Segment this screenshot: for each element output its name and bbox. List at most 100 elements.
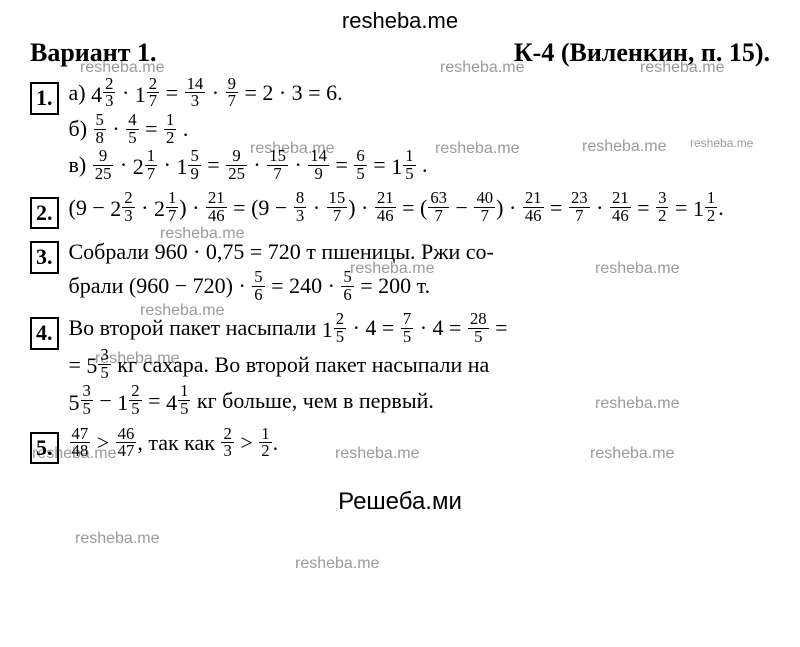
frac: 2146	[375, 190, 396, 224]
frac: 637	[428, 190, 449, 224]
problem-number: 5.	[30, 432, 59, 465]
op: ·	[591, 195, 609, 220]
frac: 407	[474, 190, 495, 224]
frac: 12	[164, 112, 176, 146]
whole: 5	[86, 349, 97, 383]
frac: 2146	[206, 190, 227, 224]
text: =	[69, 352, 87, 377]
whole: 4	[166, 386, 177, 420]
frac: 58	[94, 112, 106, 146]
whole: 1	[391, 150, 402, 184]
text: .	[422, 152, 428, 177]
op: =	[143, 388, 166, 413]
op: =	[545, 195, 568, 220]
frac: 27	[147, 76, 159, 110]
op: ·	[253, 152, 266, 177]
frac: 2146	[610, 190, 631, 224]
frac: 25	[334, 311, 346, 345]
text: брали (960 − 720) ·	[69, 273, 252, 298]
frac: 157	[267, 148, 288, 182]
frac: 2146	[523, 190, 544, 224]
frac: 4647	[116, 426, 137, 460]
watermark: resheba.me	[295, 555, 380, 573]
text: .	[273, 430, 279, 455]
frac: 65	[354, 148, 366, 182]
op: =	[166, 80, 184, 105]
frac: 45	[126, 112, 138, 146]
op: ·	[164, 152, 177, 177]
op: >	[235, 430, 258, 455]
op: −	[87, 195, 110, 220]
text: в)	[69, 152, 92, 177]
problem-number: 3.	[30, 241, 59, 274]
text: .	[183, 116, 189, 141]
frac: 23	[221, 426, 233, 460]
op: =	[335, 152, 353, 177]
problem-body: (9 − 223 · 217) · 2146 = (9 − 83 · 157) …	[69, 191, 771, 227]
op: ·	[187, 195, 205, 220]
op: =	[397, 195, 420, 220]
frac: 23	[122, 190, 134, 224]
op: ·	[122, 80, 135, 105]
p1-line-b: б) 58 · 45 = 12 .	[69, 112, 771, 148]
op: =	[669, 195, 692, 220]
whole: 1	[135, 78, 146, 112]
frac: 56	[252, 269, 264, 303]
text: = 2 · 3 = 6.	[244, 80, 342, 105]
whole: 4	[91, 78, 102, 112]
problem-body: Во второй пакет насыпали 125 · 4 = 75 · …	[69, 311, 771, 420]
text: .	[718, 195, 724, 220]
op: ·	[120, 152, 133, 177]
text: = 240 ·	[266, 273, 341, 298]
op: ·	[294, 152, 307, 177]
frac: 143	[185, 76, 206, 110]
page: resheba.me Вариант 1. К-4 (Виленкин, п. …	[0, 0, 800, 536]
op: =	[228, 195, 251, 220]
text: Во второй пакет насыпали	[69, 315, 322, 340]
frac: 12	[259, 426, 271, 460]
work-title: К-4 (Виленкин, п. 15).	[514, 38, 770, 68]
problem-number: 1.	[30, 82, 59, 115]
whole: 5	[69, 386, 80, 420]
frac: 17	[166, 190, 178, 224]
frac: 97	[226, 76, 238, 110]
problem-3: 3. Собрали 960 · 0,75 = 720 т пшеницы. Р…	[30, 235, 770, 305]
frac: 83	[294, 190, 306, 224]
problem-number: 4.	[30, 317, 59, 350]
text: кг сахара. Во второй пакет насыпали на	[112, 352, 490, 377]
frac: 59	[188, 148, 200, 182]
whole: 2	[133, 150, 144, 184]
op: =	[632, 195, 655, 220]
variant-title: Вариант 1.	[30, 38, 157, 68]
frac: 4748	[70, 426, 91, 460]
frac: 35	[98, 347, 110, 381]
problem-number: 2.	[30, 197, 59, 230]
problem-4: 4. Во второй пакет насыпали 125 · 4 = 75…	[30, 311, 770, 420]
problem-5: 5. 4748 > 4647, так как 23 > 12.	[30, 426, 770, 465]
frac: 925	[226, 148, 247, 182]
problem-body: Собрали 960 · 0,75 = 720 т пшеницы. Ржи …	[69, 235, 771, 305]
op: ·	[212, 80, 225, 105]
text: =	[490, 315, 508, 340]
frac: 32	[656, 190, 668, 224]
footer-brand: Решеба.ми	[30, 488, 770, 516]
op: −	[450, 195, 473, 220]
problem-body: 4748 > 4647, так как 23 > 12.	[69, 426, 771, 462]
whole: 1	[176, 150, 187, 184]
problem-1: 1. а) 423 · 127 = 143 · 97 = 2 · 3 = 6. …	[30, 76, 770, 185]
text: = 200 т.	[355, 273, 430, 298]
frac: 285	[468, 311, 489, 345]
frac: 75	[401, 311, 413, 345]
whole: 2	[154, 192, 165, 226]
op: −	[269, 195, 292, 220]
top-url: resheba.me	[30, 8, 770, 34]
whole: 2	[110, 192, 121, 226]
text: кг больше, чем в первый.	[191, 388, 433, 413]
p1-line-a: а) 423 · 127 = 143 · 97 = 2 · 3 = 6.	[69, 76, 771, 112]
frac: 56	[341, 269, 353, 303]
text: · 4 =	[414, 315, 467, 340]
text: · 4 =	[347, 315, 400, 340]
frac: 12	[705, 190, 717, 224]
text: б)	[69, 116, 93, 141]
problem-body: а) 423 · 127 = 143 · 97 = 2 · 3 = 6. б) …	[69, 76, 771, 185]
